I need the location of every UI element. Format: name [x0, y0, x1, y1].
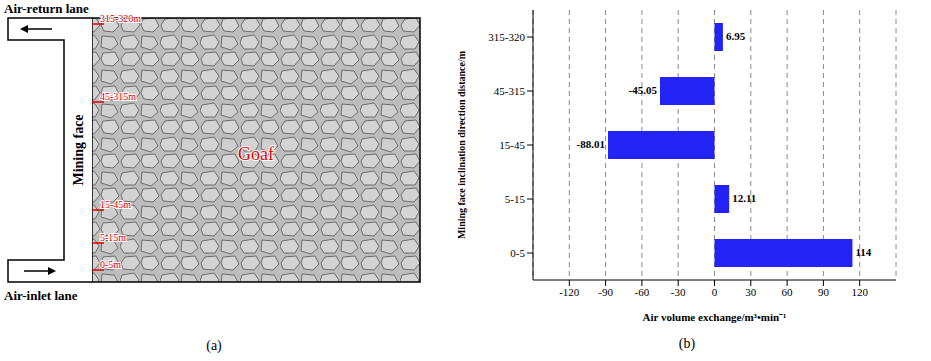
svg-text:Air volume exchange/m³•min⁻¹: Air volume exchange/m³•min⁻¹: [643, 311, 787, 323]
svg-text:30: 30: [745, 286, 757, 298]
svg-text:45-315m: 45-315m: [100, 91, 136, 102]
svg-text:-88.01: -88.01: [577, 138, 605, 150]
svg-text:-120: -120: [559, 286, 580, 298]
svg-text:5-15m: 5-15m: [100, 232, 126, 243]
svg-text:45-315: 45-315: [494, 85, 526, 97]
svg-text:Mining face: Mining face: [71, 114, 86, 185]
svg-text:114: 114: [855, 246, 871, 258]
svg-text:120: 120: [851, 286, 868, 298]
svg-text:90: 90: [818, 286, 830, 298]
svg-text:15-45: 15-45: [499, 139, 525, 151]
svg-text:Air-inlet lane: Air-inlet lane: [4, 288, 78, 303]
svg-text:0-5: 0-5: [510, 247, 525, 259]
svg-text:-45.05: -45.05: [629, 84, 658, 96]
svg-text:315-320m: 315-320m: [100, 13, 141, 24]
svg-text:315-320: 315-320: [488, 31, 525, 43]
svg-text:(a): (a): [206, 338, 222, 354]
svg-text:Air-return lane: Air-return lane: [4, 1, 89, 16]
svg-text:-30: -30: [671, 286, 686, 298]
svg-text:-60: -60: [635, 286, 650, 298]
svg-text:60: 60: [782, 286, 794, 298]
svg-text:5-15: 5-15: [505, 193, 526, 205]
html-text:(b): (b): [678, 336, 696, 351]
svg-text:0: 0: [712, 286, 718, 298]
svg-text:Mining face inclination direct: Mining face inclination direction distan…: [456, 50, 467, 239]
svg-text:12.11: 12.11: [732, 192, 756, 204]
svg-text:Goaf: Goaf: [238, 144, 274, 164]
svg-text:-90: -90: [598, 286, 613, 298]
svg-text:0-5m: 0-5m: [100, 259, 121, 270]
svg-text:15-45m: 15-45m: [100, 199, 131, 210]
svg-text:6.95: 6.95: [726, 30, 746, 42]
